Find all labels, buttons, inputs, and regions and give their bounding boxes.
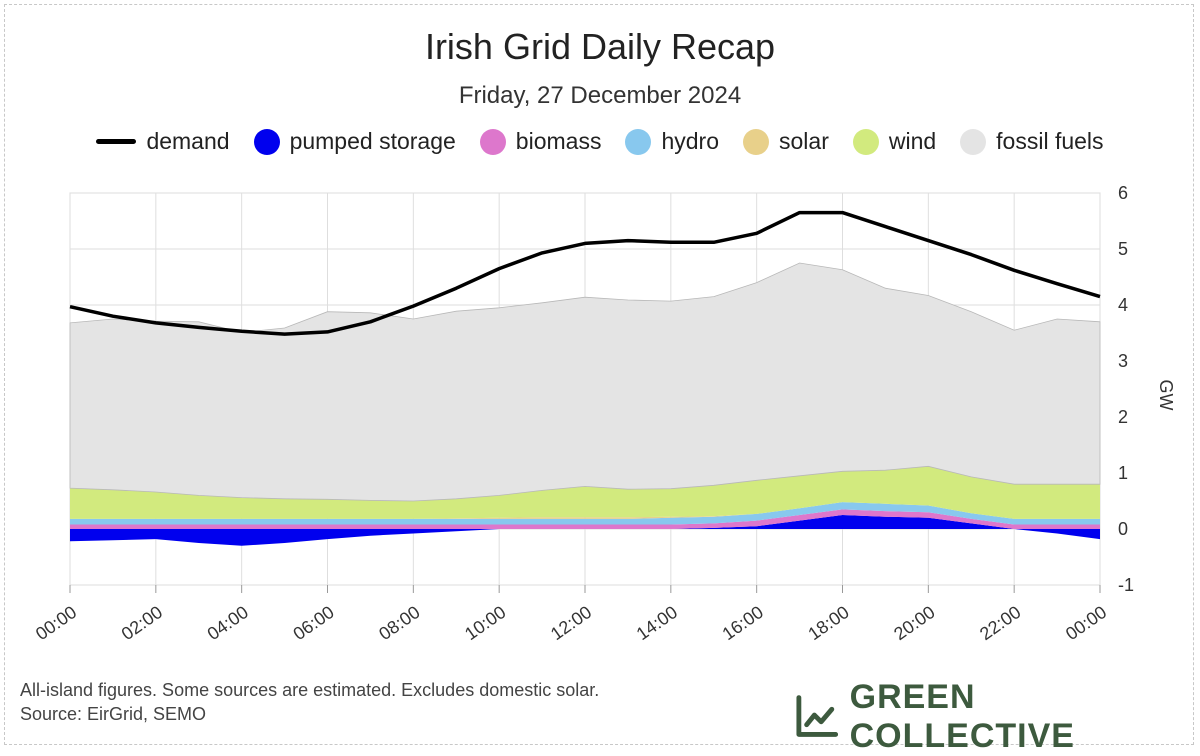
y-tick-label: 2 bbox=[1118, 407, 1128, 427]
footer-notes: All-island figures. Some sources are est… bbox=[20, 678, 599, 726]
x-tick-label: 08:00 bbox=[375, 602, 423, 644]
legend-swatch-solar bbox=[743, 128, 769, 155]
legend-label-pumped-storage: pumped storage bbox=[289, 128, 456, 154]
legend-swatch-pumped-storage bbox=[253, 128, 280, 155]
area-fossil-fuels bbox=[69, 262, 1101, 502]
legend-label-hydro: hydro bbox=[661, 128, 719, 154]
legend-item-demand[interactable]: demand bbox=[96, 128, 230, 155]
chart-subtitle: Friday, 27 December 2024 bbox=[458, 82, 742, 109]
y-tick-label: 0 bbox=[1118, 519, 1128, 539]
y-tick-label: -1 bbox=[1118, 575, 1134, 595]
area-pumped-storage bbox=[70, 515, 1100, 546]
legend-label-solar: solar bbox=[779, 128, 829, 154]
chart-frame bbox=[4, 4, 1194, 745]
legend-item-solar[interactable]: solar bbox=[743, 128, 829, 155]
x-tick-label: 02:00 bbox=[118, 602, 166, 644]
y-tick-label: 1 bbox=[1118, 463, 1128, 483]
legend-item-biomass[interactable]: biomass bbox=[479, 128, 602, 155]
legend-item-fossil-fuels[interactable]: fossil fuels bbox=[960, 128, 1104, 155]
footer-source: Source: EirGrid, SEMO bbox=[20, 704, 207, 724]
legend-item-hydro[interactable]: hydro bbox=[625, 128, 719, 155]
legend-label-wind: wind bbox=[888, 128, 937, 154]
legend-label-fossil-fuels: fossil fuels bbox=[996, 128, 1104, 154]
brand-logo[interactable]: GREEN COLLECTIVE bbox=[795, 678, 1200, 756]
legend: demand pumped storage biomass hydro sola… bbox=[0, 128, 1200, 155]
legend-swatch-wind bbox=[852, 128, 879, 155]
x-tick-label: 10:00 bbox=[461, 602, 509, 644]
legend-label-biomass: biomass bbox=[515, 128, 602, 154]
y-tick-label: 3 bbox=[1118, 351, 1128, 371]
footer-note: All-island figures. Some sources are est… bbox=[20, 680, 600, 700]
x-tick-label: 22:00 bbox=[976, 602, 1024, 644]
line-chart-icon bbox=[796, 695, 838, 737]
legend-swatch-hydro bbox=[625, 128, 652, 155]
legend-item-wind[interactable]: wind bbox=[852, 128, 937, 155]
legend-label-demand: demand bbox=[146, 128, 230, 154]
area-biomass bbox=[70, 509, 1100, 529]
y-axis-label: GW bbox=[1156, 380, 1176, 411]
x-tick-label: 04:00 bbox=[204, 602, 252, 644]
x-tick-label: 00:00 bbox=[32, 602, 80, 644]
x-tick-label: 12:00 bbox=[547, 602, 595, 644]
demand-line bbox=[69, 210, 1101, 336]
y-tick-label: 5 bbox=[1118, 239, 1128, 259]
y-tick-label: 6 bbox=[1118, 183, 1128, 203]
legend-swatch-biomass bbox=[479, 128, 506, 155]
legend-item-pumped-storage[interactable]: pumped storage bbox=[253, 128, 456, 155]
x-tick-label: 16:00 bbox=[719, 602, 767, 644]
area-wind bbox=[70, 466, 1100, 519]
legend-swatch-fossil-fuels bbox=[960, 128, 987, 155]
y-tick-label: 4 bbox=[1118, 295, 1128, 315]
x-tick-label: 14:00 bbox=[633, 602, 681, 644]
legend-swatch-demand bbox=[96, 139, 137, 144]
x-tick-label: 18:00 bbox=[804, 602, 852, 644]
brand-name: GREEN COLLECTIVE bbox=[849, 678, 1075, 755]
x-tick-label: 00:00 bbox=[1062, 602, 1110, 644]
x-tick-label: 20:00 bbox=[890, 602, 938, 644]
chart-title: Irish Grid Daily Recap bbox=[424, 26, 776, 67]
x-tick-label: 06:00 bbox=[289, 602, 337, 644]
